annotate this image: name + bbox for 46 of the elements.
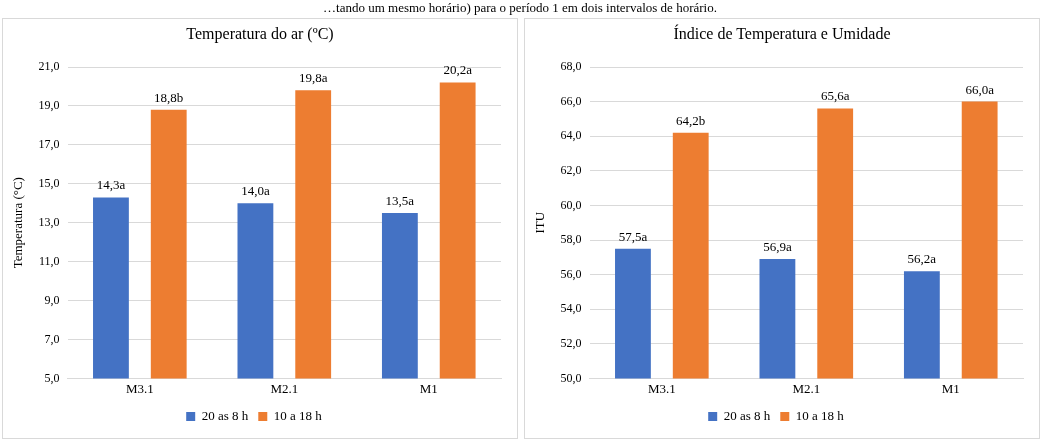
y-axis-title: ITU bbox=[532, 211, 548, 234]
data-label: 64,2b bbox=[676, 112, 706, 128]
y-tick-label: 58,0 bbox=[560, 232, 582, 247]
x-tick-label: M3.1 bbox=[647, 380, 676, 396]
data-label: 66,0a bbox=[965, 81, 995, 97]
y-tick-label: 17,0 bbox=[38, 137, 60, 152]
y-axis-title: Temperatura (°C) bbox=[10, 177, 26, 269]
chart-title: Temperatura do ar (ºC) bbox=[185, 25, 335, 43]
y-tick-label: 56,0 bbox=[560, 266, 582, 281]
data-label: 13,5a bbox=[385, 192, 415, 208]
legend-label: 20 as 8 h bbox=[723, 407, 771, 423]
chart-title: Índice de Temperatura e Umidade bbox=[672, 25, 892, 43]
data-label: 19,8a bbox=[298, 70, 328, 86]
y-tick-label: 9,0 bbox=[44, 292, 60, 307]
y-tick-label: 64,0 bbox=[560, 128, 582, 143]
y-tick-label: 19,0 bbox=[38, 98, 60, 113]
data-label: 14,3a bbox=[96, 177, 126, 193]
y-tick-label: 54,0 bbox=[560, 301, 582, 316]
y-tick-label: 68,0 bbox=[560, 59, 582, 74]
y-tick-label: 13,0 bbox=[38, 214, 60, 229]
y-tick-label: 66,0 bbox=[560, 93, 582, 108]
data-label: 14,0a bbox=[241, 183, 270, 199]
x-tick-label: M3.1 bbox=[125, 380, 154, 396]
y-tick-label: 52,0 bbox=[560, 335, 582, 350]
data-label: 18,8b bbox=[154, 89, 184, 105]
y-tick-label: 15,0 bbox=[38, 175, 60, 190]
legend-label: 10 a 18 h bbox=[795, 407, 845, 423]
y-tick-label: 21,0 bbox=[38, 59, 60, 74]
legend-label: 10 a 18 h bbox=[273, 407, 323, 423]
y-tick-label: 7,0 bbox=[44, 331, 60, 346]
y-tick-label: 62,0 bbox=[560, 162, 582, 177]
legend-label: 20 as 8 h bbox=[201, 407, 249, 423]
data-label: 56,9a bbox=[763, 238, 792, 254]
y-tick-label: 5,0 bbox=[44, 370, 60, 385]
text: …tando um mesmo horário) para o período 1 em dois intervalos de horário. bbox=[322, 0, 718, 16]
data-label: 57,5a bbox=[618, 228, 648, 244]
x-tick-label: M2.1 bbox=[270, 380, 299, 396]
x-tick-label: M1 bbox=[941, 380, 960, 396]
y-tick-label: 60,0 bbox=[560, 197, 582, 212]
x-tick-label: M2.1 bbox=[792, 380, 821, 396]
data-label: 20,2a bbox=[443, 62, 473, 78]
data-label: 65,6a bbox=[820, 88, 850, 104]
y-tick-label: 11,0 bbox=[39, 253, 60, 268]
data-label: 56,2a bbox=[907, 251, 937, 267]
y-tick-label: 50,0 bbox=[560, 370, 582, 385]
x-tick-label: M1 bbox=[419, 380, 438, 396]
